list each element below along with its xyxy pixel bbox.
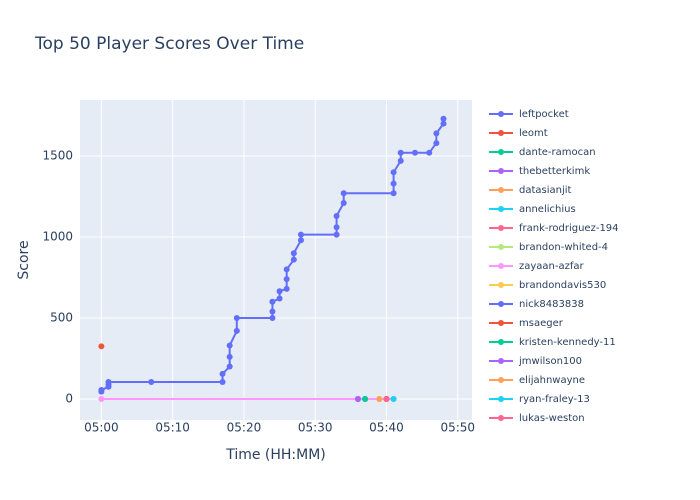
legend-label: annelichius [519, 204, 576, 215]
legend-label: lukas-weston [519, 413, 585, 424]
data-point [290, 250, 297, 257]
data-point [290, 256, 297, 263]
legend-marker [498, 396, 504, 402]
legend-label: leomt [519, 128, 548, 139]
legend-marker [498, 301, 504, 307]
data-point [333, 224, 340, 231]
data-point [376, 395, 383, 402]
data-point [297, 237, 304, 244]
data-point [226, 353, 233, 360]
data-point [390, 395, 397, 402]
chart-title: Top 50 Player Scores Over Time [34, 34, 304, 54]
data-point [105, 378, 112, 385]
data-point [219, 378, 226, 385]
data-point [440, 115, 447, 122]
x-tick-label: 05:30 [298, 421, 333, 435]
legend-label: ryan-fraley-13 [519, 394, 590, 405]
data-point [226, 363, 233, 370]
x-tick-label: 05:50 [440, 421, 475, 435]
data-point [362, 395, 369, 402]
y-tick-label: 0 [65, 391, 73, 405]
data-point [98, 395, 105, 402]
plot-area [98, 115, 447, 402]
data-point [233, 327, 240, 334]
y-tick-label: 1000 [42, 230, 73, 244]
data-point [148, 378, 155, 385]
data-point [333, 231, 340, 238]
x-tick-label: 05:10 [155, 421, 190, 435]
legend-marker [498, 339, 504, 345]
data-point [226, 342, 233, 349]
x-tick-label: 05:00 [84, 421, 119, 435]
data-point [269, 298, 276, 305]
data-point [390, 190, 397, 197]
y-axis-title: Score [16, 240, 32, 279]
legend-marker [498, 244, 504, 250]
legend-marker [498, 320, 504, 326]
legend-label: datasianjit [519, 185, 572, 196]
data-point [397, 157, 404, 164]
data-point [297, 231, 304, 238]
data-point [98, 343, 105, 350]
legend: leftpocket leomt dante-ramocan thebetterkim… [489, 109, 619, 424]
data-point [440, 120, 447, 127]
legend-label: frank-rodriguez-194 [519, 223, 619, 234]
data-point [276, 295, 283, 302]
data-point [269, 314, 276, 321]
legend-label: jmwilson100 [518, 356, 582, 367]
data-point [390, 180, 397, 187]
legend-label: zayaan-azfar [519, 261, 585, 272]
data-point [283, 285, 290, 292]
x-axis-title: Time (HH:MM) [225, 447, 326, 463]
legend-marker [498, 187, 504, 193]
x-tick-label: 05:40 [369, 421, 404, 435]
data-point [340, 199, 347, 206]
grid [80, 100, 472, 420]
legend-marker [498, 168, 504, 174]
data-point [433, 130, 440, 137]
legend-marker [498, 111, 504, 117]
y-tick-label: 500 [50, 310, 73, 324]
x-tick-label: 05:20 [227, 421, 262, 435]
legend-label: leftpocket [519, 109, 569, 120]
data-point [276, 288, 283, 295]
legend-label: msaeger [519, 318, 564, 329]
data-point [333, 212, 340, 219]
data-point [283, 276, 290, 283]
legend-marker [498, 206, 504, 212]
data-point [219, 370, 226, 377]
legend-label: nick8483838 [519, 299, 584, 310]
data-point [98, 387, 105, 394]
data-point [340, 190, 347, 197]
data-point [383, 395, 390, 402]
plot-background [80, 100, 472, 420]
legend-label: brandon-whited-4 [519, 242, 608, 253]
data-point [390, 169, 397, 176]
legend-label: brandondavis530 [519, 280, 606, 291]
legend-marker [498, 149, 504, 155]
data-point [283, 266, 290, 273]
y-tick-label: 1500 [42, 149, 73, 163]
legend-marker [498, 225, 504, 231]
data-point [433, 140, 440, 147]
data-point [233, 314, 240, 321]
legend-marker [498, 358, 504, 364]
legend-marker [498, 415, 504, 421]
data-point [426, 149, 433, 156]
legend-label: kristen-kennedy-11 [519, 337, 616, 348]
data-point [411, 149, 418, 156]
data-point [354, 395, 361, 402]
legend-label: thebetterkimk [519, 166, 590, 177]
legend-marker [498, 263, 504, 269]
data-point [397, 149, 404, 156]
legend-marker [498, 130, 504, 136]
legend-marker [498, 282, 504, 288]
data-point [269, 308, 276, 315]
legend-label: elijahnwayne [519, 375, 585, 386]
legend-label: dante-ramocan [519, 147, 596, 158]
legend-marker [498, 377, 504, 383]
